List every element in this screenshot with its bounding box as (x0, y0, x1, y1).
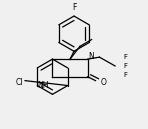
Text: F: F (123, 72, 127, 78)
Text: O: O (100, 78, 106, 87)
Text: F: F (123, 54, 127, 60)
Text: F: F (72, 3, 76, 12)
Text: F: F (123, 63, 127, 69)
Text: Cl: Cl (15, 78, 23, 87)
Text: N: N (88, 52, 94, 61)
Text: NH: NH (37, 81, 48, 90)
